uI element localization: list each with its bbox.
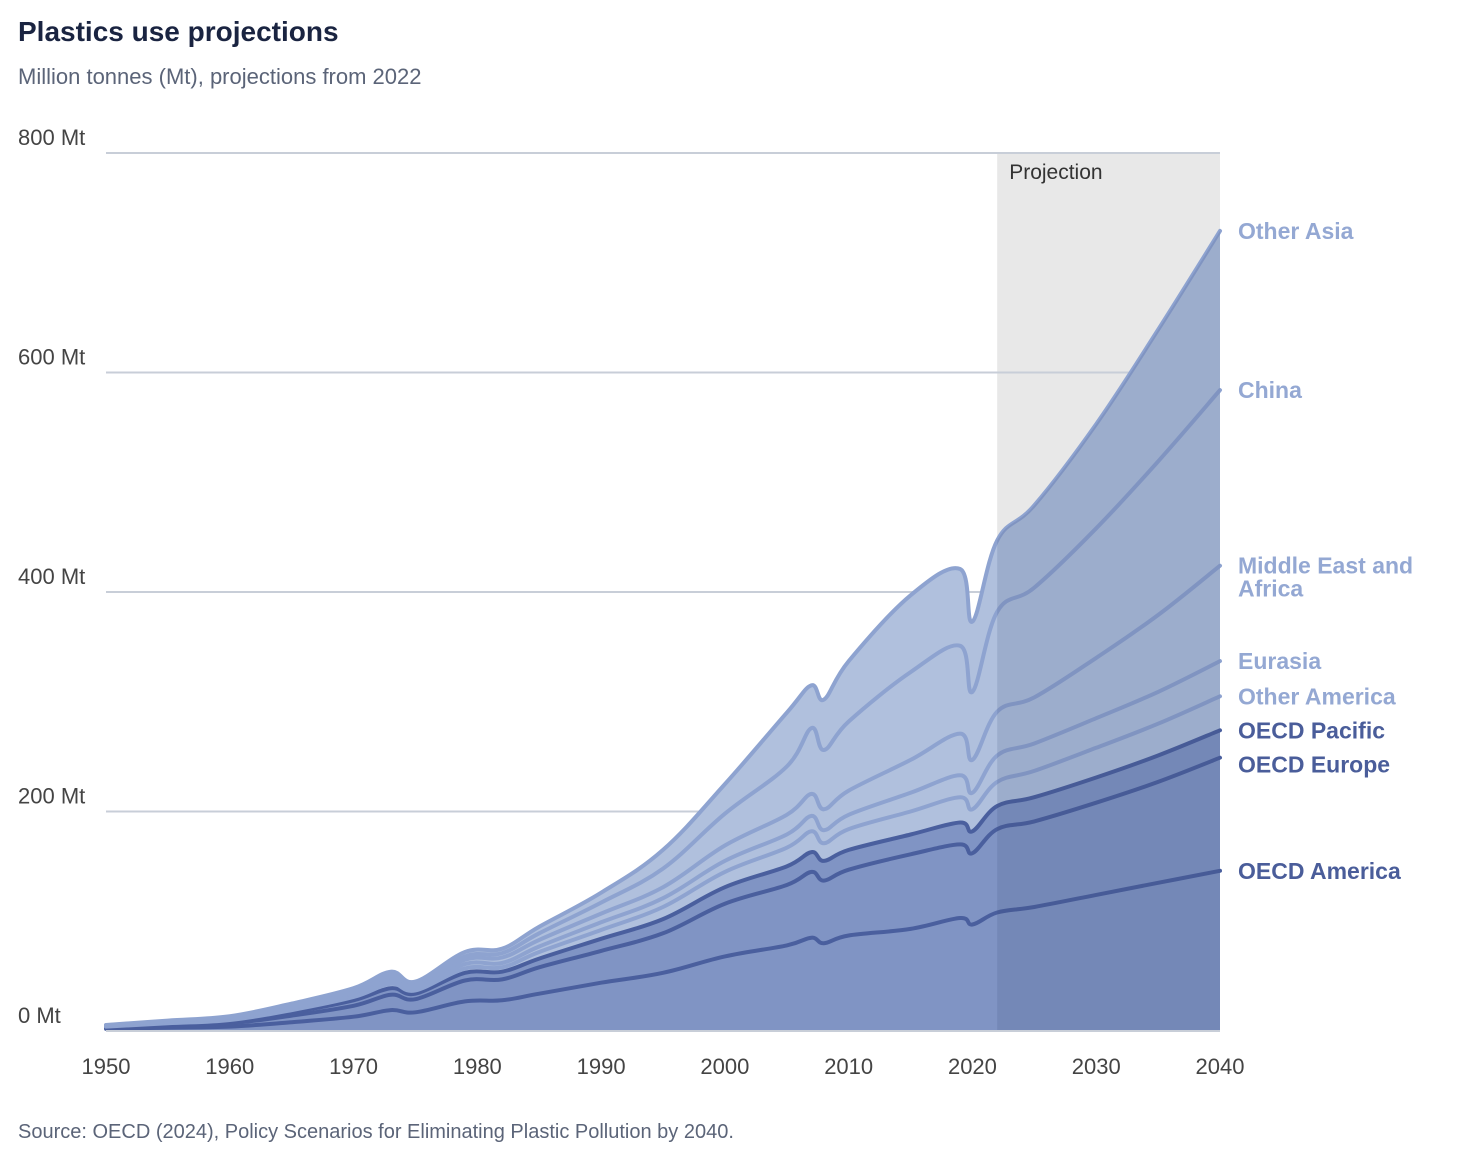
- series-label-china: China: [1238, 377, 1302, 403]
- y-tick-label: 200 Mt: [18, 784, 85, 809]
- y-tick-label: 600 Mt: [18, 345, 85, 370]
- x-tick-label: 2040: [1196, 1054, 1245, 1079]
- y-tick-label: 800 Mt: [18, 125, 85, 150]
- x-tick-label: 1990: [577, 1054, 626, 1079]
- line-oecd-pacific: [104, 728, 1222, 1030]
- chart-subtitle: Million tonnes (Mt), projections from 20…: [18, 64, 422, 89]
- series-label-oecd-america: OECD America: [1238, 858, 1401, 884]
- area-oecd-europe: [106, 757, 1220, 1029]
- y-tick-label: 400 Mt: [18, 564, 85, 589]
- line-china: [104, 388, 1222, 1028]
- projection-label: Projection: [1009, 161, 1102, 184]
- x-tick-label: 1980: [453, 1054, 502, 1079]
- series-label-oecd-europe: OECD Europe: [1238, 751, 1390, 777]
- x-tick-label: 2020: [948, 1054, 997, 1079]
- x-tick-label: 1970: [329, 1054, 378, 1079]
- x-tick-label: 2030: [1072, 1054, 1121, 1079]
- line-oecd-europe: [104, 755, 1222, 1030]
- axes: 0 Mt 200 Mt 400 Mt 600 Mt 800 Mt 1950 1960 1970…: [18, 125, 1244, 1079]
- line-other-asia: [104, 228, 1222, 1027]
- series-labels: Other Asia China Middle East and Africa Eura…: [1238, 218, 1413, 884]
- area-china: [106, 390, 1220, 1026]
- line-eurasia: [104, 659, 1222, 1029]
- series-label-middle-east-and-africa: Middle East and Africa: [1238, 553, 1413, 602]
- y-tick-label: 0 Mt: [18, 1003, 61, 1028]
- x-tick-label: 1950: [82, 1054, 131, 1079]
- series-lines: [104, 228, 1222, 1031]
- chart-title: Plastics use projections: [18, 16, 339, 47]
- line-other-america: [104, 694, 1222, 1029]
- x-tick-label: 2000: [700, 1054, 749, 1079]
- series-label-eurasia: Eurasia: [1238, 648, 1321, 674]
- series-label-oecd-pacific: OECD Pacific: [1238, 717, 1385, 743]
- area-oecd-america: [106, 870, 1220, 1031]
- series-label-other-america: Other America: [1238, 683, 1396, 709]
- line-oecd-america: [104, 868, 1222, 1031]
- source-note: Source: OECD (2024), Policy Scenarios fo…: [18, 1121, 734, 1143]
- x-tick-label: 2010: [824, 1054, 873, 1079]
- projection-dim: [997, 230, 1220, 1031]
- projection-overlay: [997, 230, 1220, 1031]
- x-tick-label: 1960: [205, 1054, 254, 1079]
- series-label-other-asia: Other Asia: [1238, 218, 1354, 244]
